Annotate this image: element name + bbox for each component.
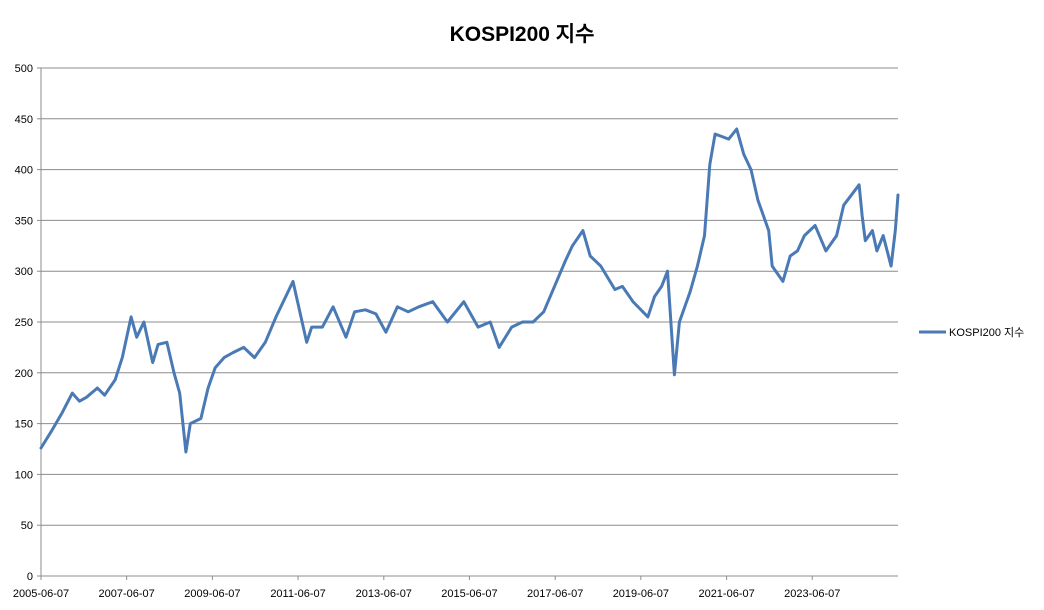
y-tick-label: 300 (15, 266, 33, 278)
x-tick-label: 2005-06-07 (13, 588, 69, 600)
chart-title: KOSPI200 지수 (449, 23, 595, 46)
x-tick-label: 2011-06-07 (270, 588, 325, 600)
y-tick-label: 450 (15, 114, 33, 126)
x-tick-label: 2013-06-07 (356, 588, 412, 600)
y-tick-label: 50 (21, 520, 33, 532)
y-tick-label: 100 (15, 469, 33, 481)
x-tick-label: 2009-06-07 (184, 588, 240, 600)
grid-layer (41, 67, 898, 526)
axis-layer: 0 50 100 150 200 250 300 350 400 450 500 2005-06-07… (13, 63, 898, 600)
x-tick-label: 2007-06-07 (99, 588, 155, 600)
y-tick-label: 400 (15, 165, 33, 177)
legend-label: KOSPI200 지수 (949, 326, 1024, 339)
y-tick-label: 250 (15, 317, 33, 329)
series-layer (39, 127, 900, 454)
legend: KOSPI200 지수 (919, 326, 1024, 339)
x-tick-label: 2019-06-07 (613, 588, 669, 600)
x-tick-label: 2023-06-07 (784, 588, 840, 600)
y-tick-label: 150 (15, 419, 33, 431)
y-tick-label: 0 (27, 571, 33, 583)
x-tick-label: 2015-06-07 (441, 588, 497, 600)
x-tick-label: 2017-06-07 (527, 588, 583, 600)
y-tick-label: 500 (15, 63, 33, 75)
y-tick-label: 350 (15, 215, 33, 227)
y-tick-label: 200 (15, 368, 33, 380)
x-tick-label: 2021-06-07 (698, 588, 754, 600)
series-line-0 (39, 127, 900, 454)
